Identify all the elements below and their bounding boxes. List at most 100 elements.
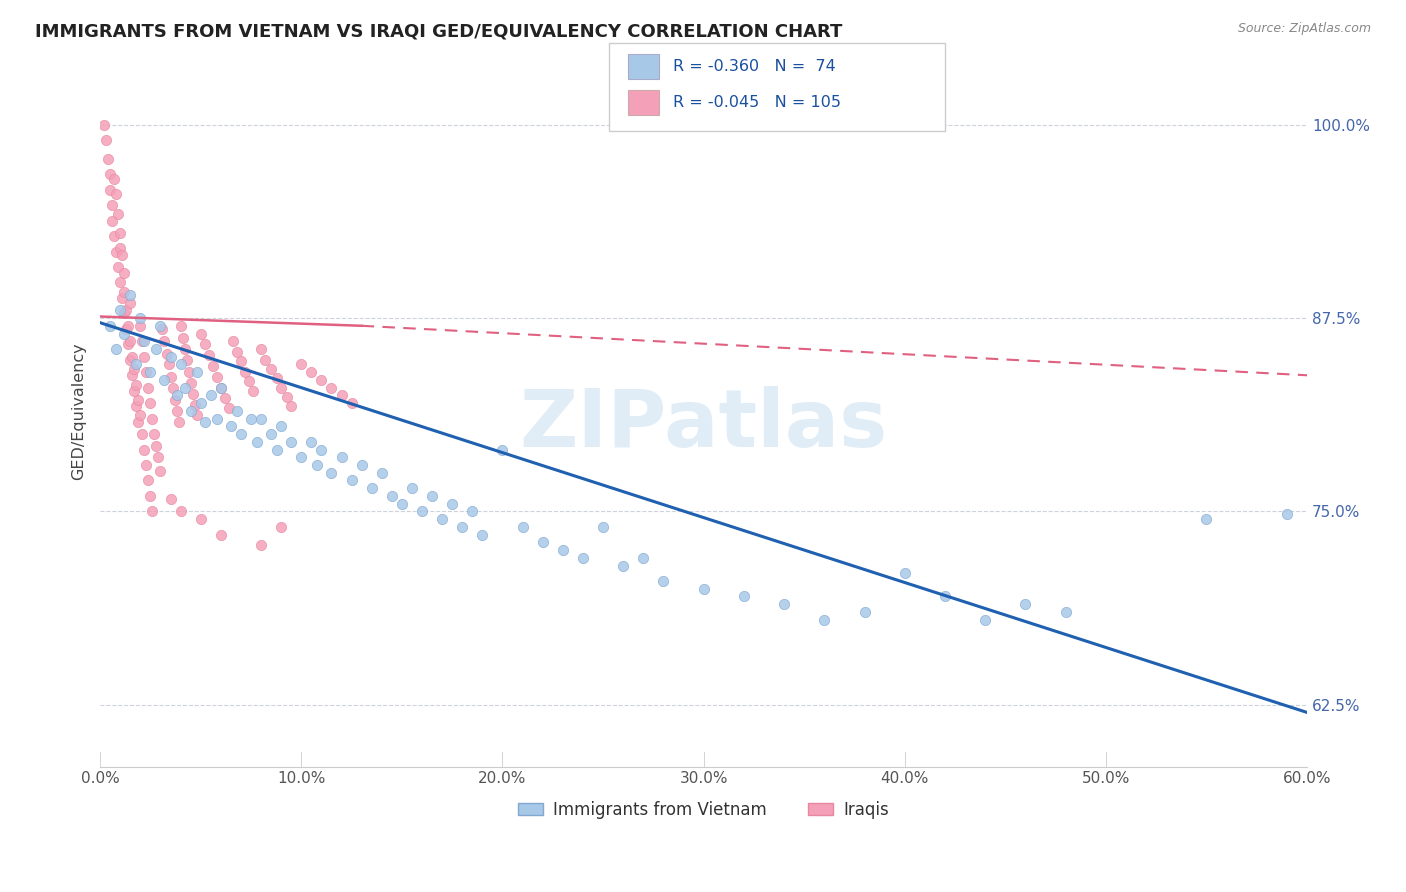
Point bbox=[141, 504, 163, 518]
Point bbox=[98, 167, 121, 181]
Point bbox=[120, 334, 142, 349]
Point bbox=[307, 458, 329, 472]
Point bbox=[135, 458, 157, 472]
Point bbox=[120, 288, 142, 302]
Point bbox=[125, 358, 148, 372]
Point bbox=[280, 434, 302, 449]
Point bbox=[330, 388, 353, 402]
Point bbox=[592, 520, 614, 534]
Point bbox=[214, 392, 236, 406]
Point bbox=[103, 229, 125, 244]
Point bbox=[974, 613, 997, 627]
Point bbox=[194, 415, 217, 429]
Point bbox=[159, 491, 181, 506]
Point bbox=[330, 450, 353, 465]
Point bbox=[105, 342, 128, 356]
Text: R = -0.360   N =  74: R = -0.360 N = 74 bbox=[673, 60, 837, 74]
Point bbox=[853, 605, 876, 619]
Point bbox=[129, 311, 152, 326]
Point bbox=[491, 442, 513, 457]
Text: Source: ZipAtlas.com: Source: ZipAtlas.com bbox=[1237, 22, 1371, 36]
Point bbox=[105, 244, 128, 259]
Point bbox=[733, 590, 755, 604]
Point bbox=[360, 481, 382, 495]
Point bbox=[190, 326, 212, 341]
Point bbox=[139, 489, 162, 503]
Point bbox=[401, 481, 423, 495]
Point bbox=[101, 198, 124, 212]
Point bbox=[240, 411, 263, 425]
Point bbox=[138, 381, 160, 395]
Point bbox=[107, 207, 129, 221]
Point bbox=[893, 566, 915, 581]
Point bbox=[631, 550, 654, 565]
Point bbox=[145, 342, 167, 356]
Point bbox=[180, 376, 202, 390]
Point bbox=[311, 373, 333, 387]
Point bbox=[169, 358, 191, 372]
Point bbox=[110, 226, 132, 240]
Point bbox=[110, 276, 132, 290]
Point bbox=[381, 489, 404, 503]
Point bbox=[159, 350, 181, 364]
Point bbox=[276, 390, 298, 404]
Point bbox=[183, 398, 205, 412]
Point bbox=[153, 373, 176, 387]
Point bbox=[411, 504, 433, 518]
Point bbox=[209, 381, 232, 395]
Point bbox=[254, 352, 277, 367]
Point bbox=[299, 365, 322, 379]
Point bbox=[200, 388, 222, 402]
Point bbox=[551, 543, 574, 558]
Point bbox=[129, 409, 152, 423]
Point bbox=[98, 183, 121, 197]
Point bbox=[299, 434, 322, 449]
Point bbox=[134, 334, 156, 349]
Point bbox=[145, 439, 167, 453]
Point bbox=[121, 350, 143, 364]
Point bbox=[201, 359, 224, 373]
Point bbox=[134, 350, 156, 364]
Point bbox=[260, 427, 283, 442]
Point bbox=[176, 352, 198, 367]
Point bbox=[270, 381, 292, 395]
Point bbox=[177, 365, 200, 379]
Point bbox=[98, 318, 121, 333]
Point bbox=[1275, 508, 1298, 522]
Point bbox=[246, 434, 269, 449]
Point bbox=[266, 371, 288, 385]
Point bbox=[209, 527, 232, 541]
Point bbox=[134, 442, 156, 457]
Point bbox=[219, 419, 242, 434]
Point bbox=[152, 322, 174, 336]
Point bbox=[112, 326, 135, 341]
Point bbox=[233, 365, 256, 379]
Point bbox=[141, 411, 163, 425]
Point bbox=[260, 362, 283, 376]
Point bbox=[652, 574, 675, 588]
Point bbox=[149, 464, 172, 478]
Point bbox=[149, 318, 172, 333]
Point bbox=[115, 322, 138, 336]
Point bbox=[1054, 605, 1077, 619]
Point bbox=[148, 450, 170, 465]
Point bbox=[430, 512, 453, 526]
Point bbox=[169, 504, 191, 518]
Point bbox=[226, 345, 249, 359]
Point bbox=[173, 381, 195, 395]
Point bbox=[101, 213, 124, 227]
Point bbox=[190, 396, 212, 410]
Point bbox=[139, 396, 162, 410]
Point bbox=[169, 318, 191, 333]
Point bbox=[127, 392, 149, 407]
Point bbox=[1195, 512, 1218, 526]
Point bbox=[209, 381, 232, 395]
Point bbox=[205, 369, 228, 384]
Point bbox=[159, 369, 181, 384]
Point bbox=[111, 247, 134, 261]
Point bbox=[270, 419, 292, 434]
Point bbox=[111, 291, 134, 305]
Point bbox=[229, 427, 252, 442]
Point bbox=[340, 396, 363, 410]
Point bbox=[512, 520, 534, 534]
